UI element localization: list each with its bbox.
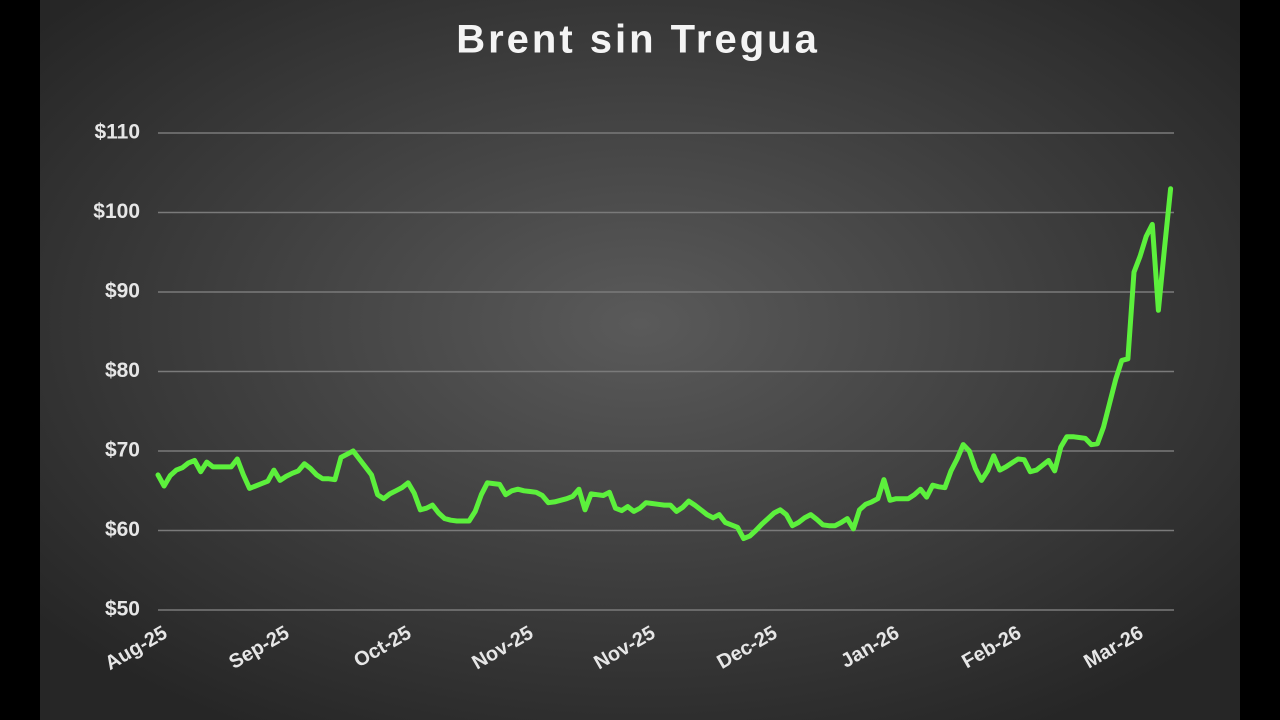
y-tick-label: $70 [105, 439, 140, 462]
y-tick-label: $80 [105, 359, 140, 382]
y-tick-label: $100 [93, 200, 140, 223]
y-tick-label: $50 [105, 598, 140, 621]
chart-background [40, 0, 1240, 720]
chart-title: Brent sin Tregua [456, 18, 820, 62]
y-tick-label: $90 [105, 280, 140, 303]
price-line [155, 186, 1174, 541]
y-tick-label: $60 [105, 518, 140, 541]
y-tick-label: $110 [94, 121, 140, 144]
